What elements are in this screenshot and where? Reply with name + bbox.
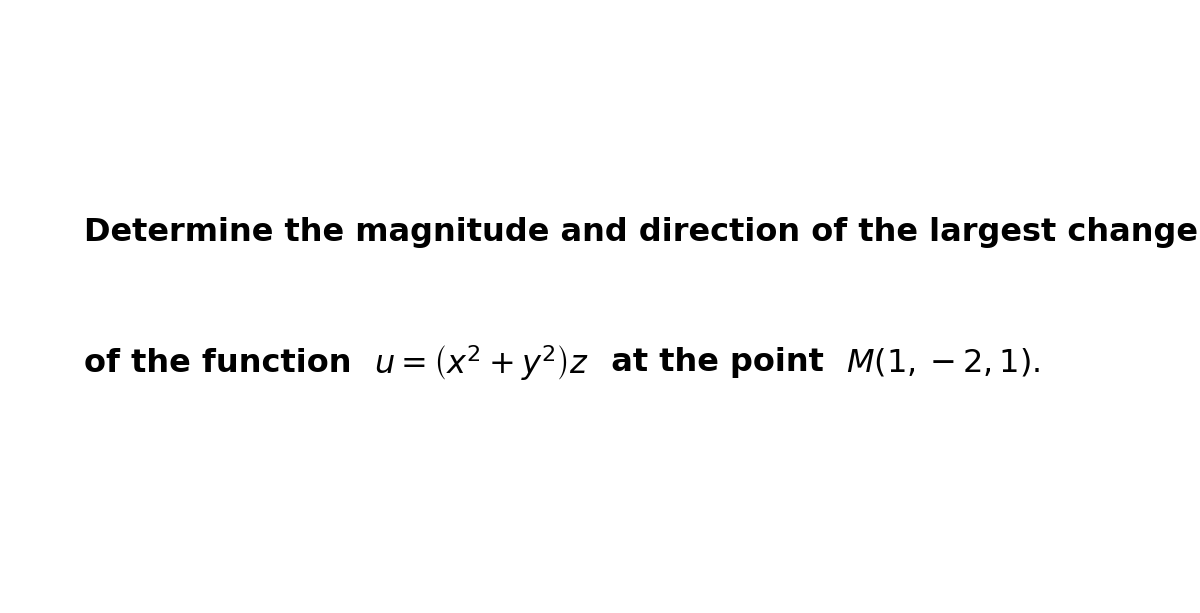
Text: Determine the magnitude and direction of the largest change: Determine the magnitude and direction of… <box>84 218 1198 248</box>
Text: at the point: at the point <box>589 348 846 378</box>
Text: $M\left(1, -2, 1\right).$: $M\left(1, -2, 1\right).$ <box>846 347 1040 379</box>
Text: $u = \left(x^{2} + y^{2}\right)z$: $u = \left(x^{2} + y^{2}\right)z$ <box>373 343 589 383</box>
Text: of the function: of the function <box>84 348 373 378</box>
